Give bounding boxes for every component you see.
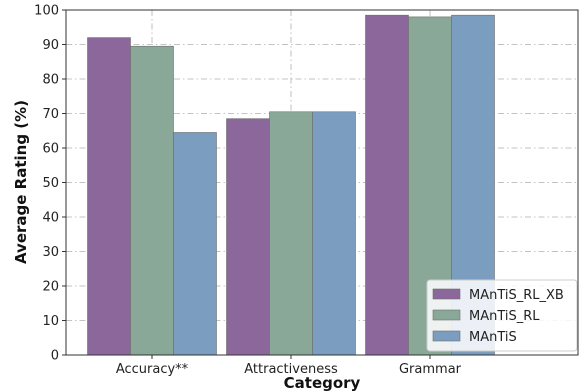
legend: MAnTiS_RL_XB MAnTiS_RL MAnTiS	[426, 279, 578, 352]
bar	[130, 45, 174, 356]
legend-label: MAnTiS_RL_XB	[469, 288, 564, 303]
legend-swatch	[432, 330, 461, 342]
y-tick-label: 70	[42, 107, 59, 122]
bar	[312, 111, 356, 356]
y-tick-label: 40	[42, 211, 59, 226]
x-tick-label: Accuracy**	[116, 362, 189, 377]
bar	[87, 37, 131, 356]
x-axis: Accuracy** Attractiveness Grammar	[116, 355, 462, 377]
bar	[226, 118, 270, 356]
legend-swatch	[432, 288, 461, 300]
legend-label: MAnTiS	[469, 330, 517, 345]
y-tick-label: 100	[34, 4, 59, 19]
bar	[269, 111, 313, 356]
bar	[173, 132, 217, 356]
y-tick-label: 90	[42, 38, 59, 53]
x-axis-title: Category	[284, 374, 361, 392]
legend-label: MAnTiS_RL	[469, 309, 540, 324]
bars	[87, 14, 495, 356]
bar	[365, 14, 409, 356]
y-axis-title: Average Rating (%)	[12, 100, 30, 264]
y-tick-label: 0	[51, 349, 59, 364]
y-tick-label: 10	[42, 314, 59, 329]
x-tick-label: Grammar	[399, 362, 462, 377]
y-tick-label: 20	[42, 280, 59, 295]
x-tick-label: Attractiveness	[244, 362, 338, 377]
legend-swatch	[432, 309, 461, 321]
y-tick-label: 30	[42, 245, 59, 260]
y-tick-label: 60	[42, 142, 59, 157]
y-axis: 0 10 20 30 40 50 60 70 80 90 100	[34, 4, 66, 364]
y-tick-label: 50	[42, 176, 59, 191]
legend-box	[426, 279, 578, 352]
y-tick-label: 80	[42, 73, 59, 88]
